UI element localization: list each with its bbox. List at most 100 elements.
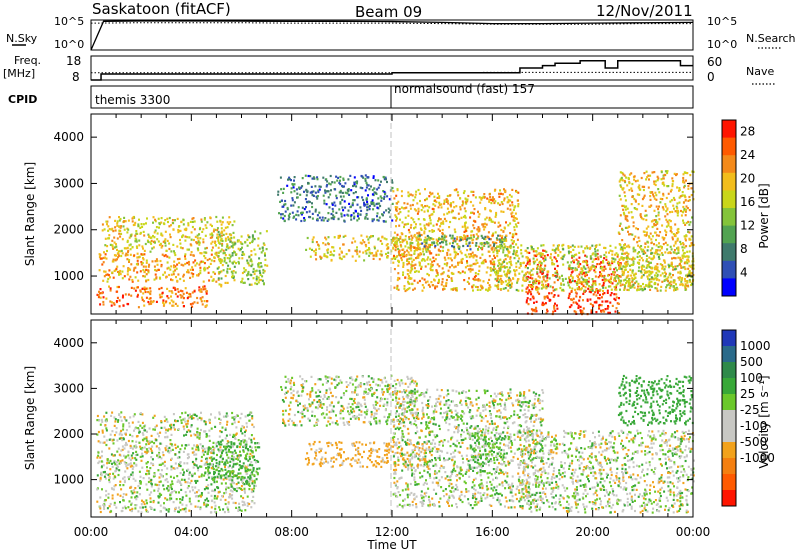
power-cell [638, 184, 641, 187]
velocity-cell [166, 467, 169, 470]
velocity-cell [131, 467, 134, 470]
power-cell [416, 212, 419, 215]
power-cell [551, 262, 554, 265]
velocity-cell [120, 436, 123, 440]
power-cell [475, 238, 478, 241]
power-cell [443, 256, 446, 259]
power-cell [653, 243, 655, 246]
power-cell [216, 220, 219, 223]
power-cell [210, 232, 213, 235]
power-cell [192, 238, 195, 242]
power-cell [378, 216, 381, 219]
cpid-panel: CPID themis 3300 normalsound (fast) 157 [8, 82, 694, 109]
power-cell [451, 234, 454, 237]
power-cell [280, 213, 282, 216]
power-cell [666, 277, 669, 280]
power-cell [556, 244, 559, 247]
power-cell [645, 254, 648, 257]
power-cell [127, 219, 130, 222]
power-cell [347, 178, 350, 181]
power-cell [149, 287, 152, 290]
power-cell [472, 277, 475, 280]
power-cell [664, 170, 667, 173]
power-cell [344, 234, 347, 237]
power-cell [456, 243, 459, 246]
power-cell [509, 284, 511, 287]
power-cell [365, 198, 368, 201]
power-cell [457, 263, 460, 266]
power-cell [542, 285, 545, 288]
power-cell [529, 276, 532, 279]
power-cell [627, 244, 630, 247]
power-cell [683, 171, 686, 174]
power-cell [687, 284, 689, 287]
power-cell [397, 248, 400, 251]
power-cell [154, 220, 157, 223]
power-cell [231, 274, 234, 278]
power-cell [623, 257, 626, 260]
power-cell [684, 223, 687, 226]
power-cell [368, 188, 371, 191]
power-cell [634, 180, 637, 183]
power-cell [309, 216, 312, 219]
power-cell [209, 233, 212, 236]
power-cell [453, 228, 456, 231]
power-cell [443, 217, 446, 220]
velocity-cell [149, 467, 152, 470]
power-cell [329, 250, 332, 253]
power-cell [540, 252, 542, 255]
power-cell [655, 251, 658, 254]
power-cell [525, 256, 528, 259]
velocity-cell [218, 417, 221, 420]
power-cell [512, 234, 515, 237]
velocity-cell [165, 418, 168, 421]
velocity-cell [141, 499, 143, 502]
velocity-cell [115, 427, 118, 430]
power-cell [684, 255, 687, 258]
power-cell [293, 201, 296, 204]
power-cell [665, 286, 668, 289]
power-cell [655, 287, 658, 290]
power-cell [482, 259, 485, 262]
power-cell [318, 247, 321, 250]
power-cell [650, 257, 653, 260]
power-cell [681, 191, 684, 194]
power-cell [186, 261, 189, 265]
power-cell [509, 222, 512, 225]
power-cell [418, 254, 421, 257]
power-cell [648, 236, 651, 239]
power-cell [403, 285, 406, 288]
power-cell [490, 247, 493, 250]
power-cell [647, 264, 649, 267]
power-cell [600, 310, 603, 313]
power-cell [300, 212, 302, 215]
power-cell [324, 243, 327, 246]
power-cell [501, 245, 504, 248]
power-cell [471, 251, 474, 254]
power-cell [503, 246, 506, 249]
power-cell [670, 188, 673, 191]
power-cell [655, 215, 658, 218]
power-cell [332, 254, 335, 257]
power-cell [141, 296, 143, 299]
velocity-cell [242, 438, 245, 442]
power-cell [409, 243, 412, 246]
power-cell [643, 185, 646, 188]
power-cell [325, 178, 328, 181]
power-cell [204, 268, 207, 271]
power-cell [657, 234, 660, 237]
power-cell [569, 245, 572, 249]
power-cell [631, 216, 634, 219]
power-cell [101, 292, 103, 295]
power-cell [556, 271, 559, 274]
power-cell [528, 289, 531, 292]
power-cell [481, 236, 484, 239]
power-cell [295, 213, 298, 216]
power-cell [429, 252, 432, 255]
power-cell [468, 256, 471, 259]
power-cell [103, 228, 106, 231]
power-cell [611, 257, 614, 260]
power-cell [622, 279, 625, 282]
power-cell [365, 252, 368, 255]
